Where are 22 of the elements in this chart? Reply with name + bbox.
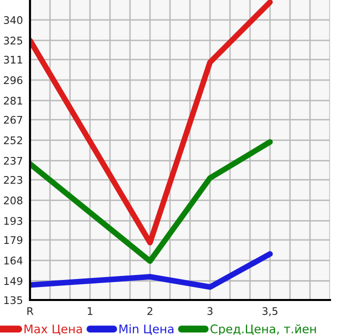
- x-tick-label: 3: [207, 307, 212, 316]
- y-tick-label: 252: [4, 136, 22, 144]
- x-tick-label: 3,5: [262, 307, 278, 316]
- y-tick-label: 267: [4, 116, 22, 124]
- y-tick-label: 135: [4, 296, 22, 304]
- x-tick-label: 2: [147, 307, 152, 315]
- legend-label: Max Цена: [24, 324, 82, 335]
- y-tick-label: 237: [4, 156, 22, 165]
- y-tick-label: 208: [4, 196, 22, 204]
- y-tick-label: 223: [4, 176, 22, 184]
- x-tick-label: 1: [88, 307, 92, 315]
- y-tick-label: 340: [4, 16, 22, 24]
- y-tick-label: 281: [4, 96, 22, 105]
- y-tick-label: 179: [4, 236, 22, 244]
- legend-label: Min Цена: [120, 324, 174, 335]
- y-tick-label: 149: [4, 277, 22, 285]
- x-tick-label: R: [27, 307, 34, 315]
- y-tick-label: 311: [4, 56, 22, 64]
- y-tick-label: 325: [4, 36, 22, 45]
- y-tick-label: 296: [4, 76, 22, 84]
- y-tick-label: 193: [4, 216, 22, 225]
- y-tick-label: 164: [4, 256, 22, 264]
